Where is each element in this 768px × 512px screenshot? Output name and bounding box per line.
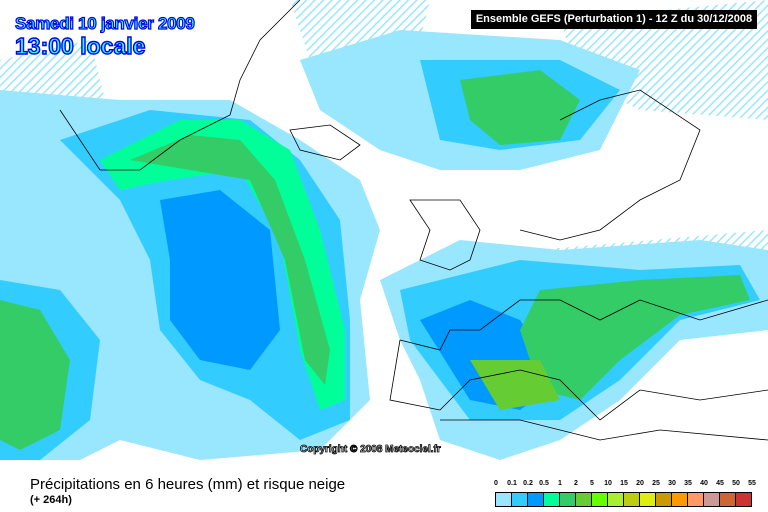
legend-label: 2 [574,480,578,487]
legend-swatch [528,493,544,506]
legend-label: 20 [636,480,644,487]
copyright: Copyright © 2008 Meteociel.fr [300,444,442,456]
legend-swatch [688,493,704,506]
forecast-date: Samedi 10 janvier 2009 [14,13,195,33]
legend-swatch [576,493,592,506]
legend-label: 5 [590,480,594,487]
legend-label: 45 [716,480,724,487]
legend-swatch [656,493,672,506]
legend-label: 0.5 [539,480,549,487]
legend-swatch [608,493,624,506]
legend-swatch [512,493,528,506]
legend-swatch [624,493,640,506]
legend-swatch [704,493,720,506]
legend-label: 10 [604,480,612,487]
forecast-time: 13:00 locale [14,32,146,59]
footer: Précipitations en 6 heures (mm) et risqu… [0,470,768,512]
map-canvas [0,0,768,460]
legend-label: 1 [558,480,562,487]
precip-green [0,70,750,450]
legend-label: 50 [732,480,740,487]
legend-label: 0.2 [523,480,533,487]
legend-label: 40 [700,480,708,487]
legend-label: 55 [748,480,756,487]
legend-label: 35 [684,480,692,487]
legend-swatch [544,493,560,506]
map-title: Précipitations en 6 heures (mm) et risqu… [30,476,346,493]
legend-swatch [592,493,608,506]
model-run-label: Ensemble GEFS (Perturbation 1) - 12 Z du… [471,10,757,29]
legend-label: 0 [494,480,498,487]
legend-swatch [640,493,656,506]
legend-swatch [672,493,688,506]
legend-swatch [720,493,736,506]
legend-boxes [495,492,752,507]
legend-label: 25 [652,480,660,487]
legend-swatch [496,493,512,506]
coastlines [59,0,768,441]
legend-swatch [560,493,576,506]
legend-swatch [736,493,751,506]
legend-label: 0.1 [507,480,517,487]
forecast-offset: (+ 264h) [30,494,72,506]
legend-label: 15 [620,480,628,487]
legend-label: 30 [668,480,676,487]
